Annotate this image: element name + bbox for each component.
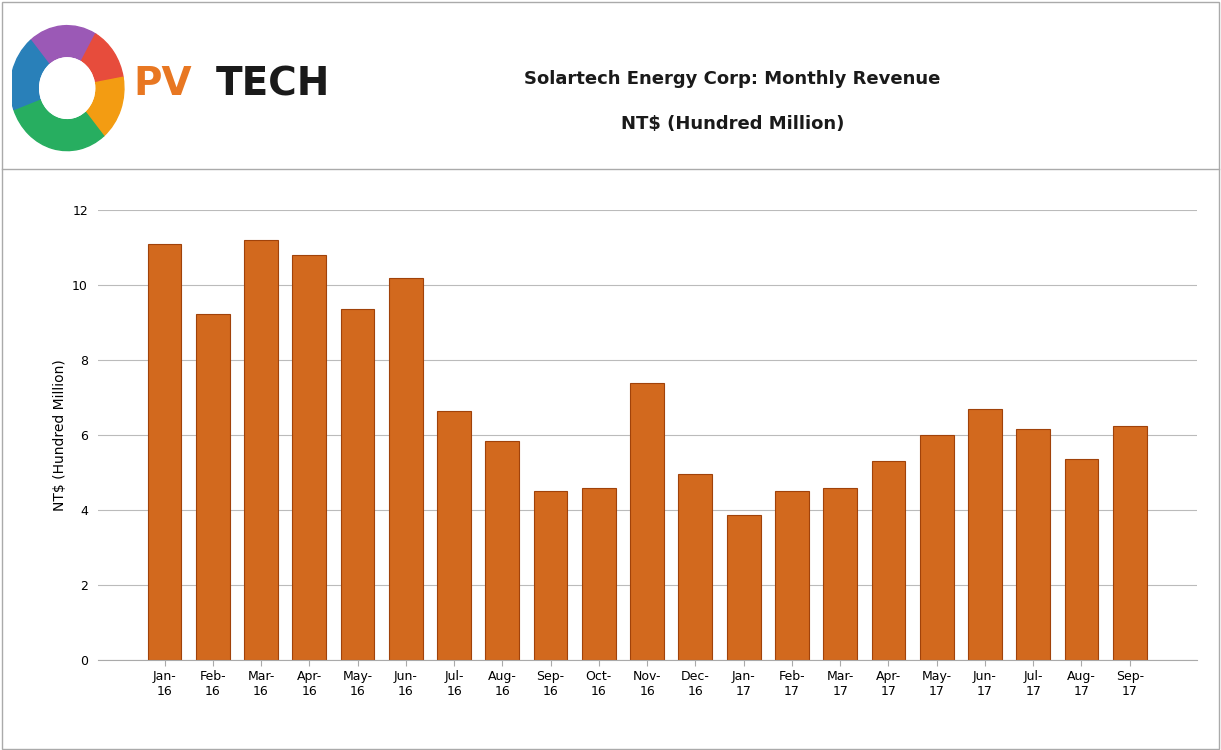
Bar	[534, 491, 568, 660]
Bar	[1016, 429, 1050, 660]
Bar	[968, 409, 1002, 660]
Bar	[292, 255, 326, 660]
Bar	[244, 240, 278, 660]
Text: TECH: TECH	[216, 65, 330, 103]
Bar	[148, 244, 182, 660]
Bar	[389, 278, 422, 660]
Bar	[630, 382, 664, 660]
Bar	[823, 488, 857, 660]
Text: PV: PV	[133, 65, 192, 103]
Bar	[919, 435, 954, 660]
Bar	[775, 491, 808, 660]
Bar	[679, 474, 712, 660]
Bar	[582, 488, 615, 660]
Bar	[486, 441, 519, 660]
Bar	[195, 314, 230, 660]
Bar	[341, 309, 375, 660]
Bar	[726, 514, 761, 660]
Wedge shape	[11, 40, 67, 110]
Wedge shape	[13, 88, 104, 151]
Text: Solartech Energy Corp: Monthly Revenue: Solartech Energy Corp: Monthly Revenue	[524, 70, 941, 88]
Bar	[1112, 426, 1147, 660]
Wedge shape	[31, 26, 95, 88]
Wedge shape	[40, 65, 67, 98]
Wedge shape	[50, 58, 81, 88]
Text: NT$ (Hundred Million): NT$ (Hundred Million)	[621, 115, 844, 133]
Wedge shape	[67, 62, 94, 88]
Bar	[872, 461, 905, 660]
Y-axis label: NT$ (Hundred Million): NT$ (Hundred Million)	[53, 359, 66, 511]
Wedge shape	[42, 88, 84, 118]
Bar	[1065, 459, 1099, 660]
Circle shape	[39, 58, 95, 118]
Wedge shape	[67, 34, 123, 88]
Bar	[437, 411, 471, 660]
Wedge shape	[67, 82, 94, 111]
Wedge shape	[67, 77, 123, 136]
